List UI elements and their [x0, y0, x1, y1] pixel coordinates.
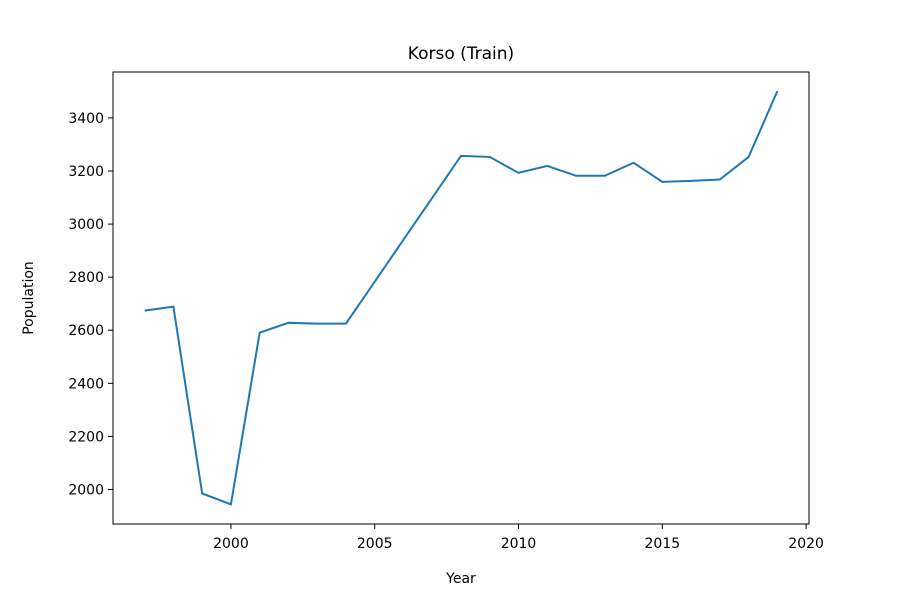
y-tick-label: 3200 — [68, 164, 104, 180]
x-tick-label: 2005 — [357, 536, 393, 552]
line — [144, 90, 779, 506]
x-tick-label: 2010 — [501, 536, 537, 552]
y-tick-label: 2000 — [68, 482, 104, 498]
y-tick-label: 2200 — [68, 429, 104, 445]
y-tick-label: 2400 — [68, 376, 104, 392]
x-tick-label: 2015 — [645, 536, 681, 552]
chart-title: Korso (Train) — [408, 44, 514, 64]
x-tick-label: 2020 — [788, 536, 824, 552]
x-tick-label: 2000 — [213, 536, 249, 552]
y-tick-label: 3400 — [68, 111, 104, 127]
y-tick-label: 2800 — [68, 270, 104, 286]
plot-frame — [112, 71, 810, 525]
y-tick-label: 3000 — [68, 217, 104, 233]
y-tick-label: 2600 — [68, 323, 104, 339]
x-axis-label: Year — [445, 571, 476, 587]
y-axis-label: Population — [21, 261, 37, 335]
